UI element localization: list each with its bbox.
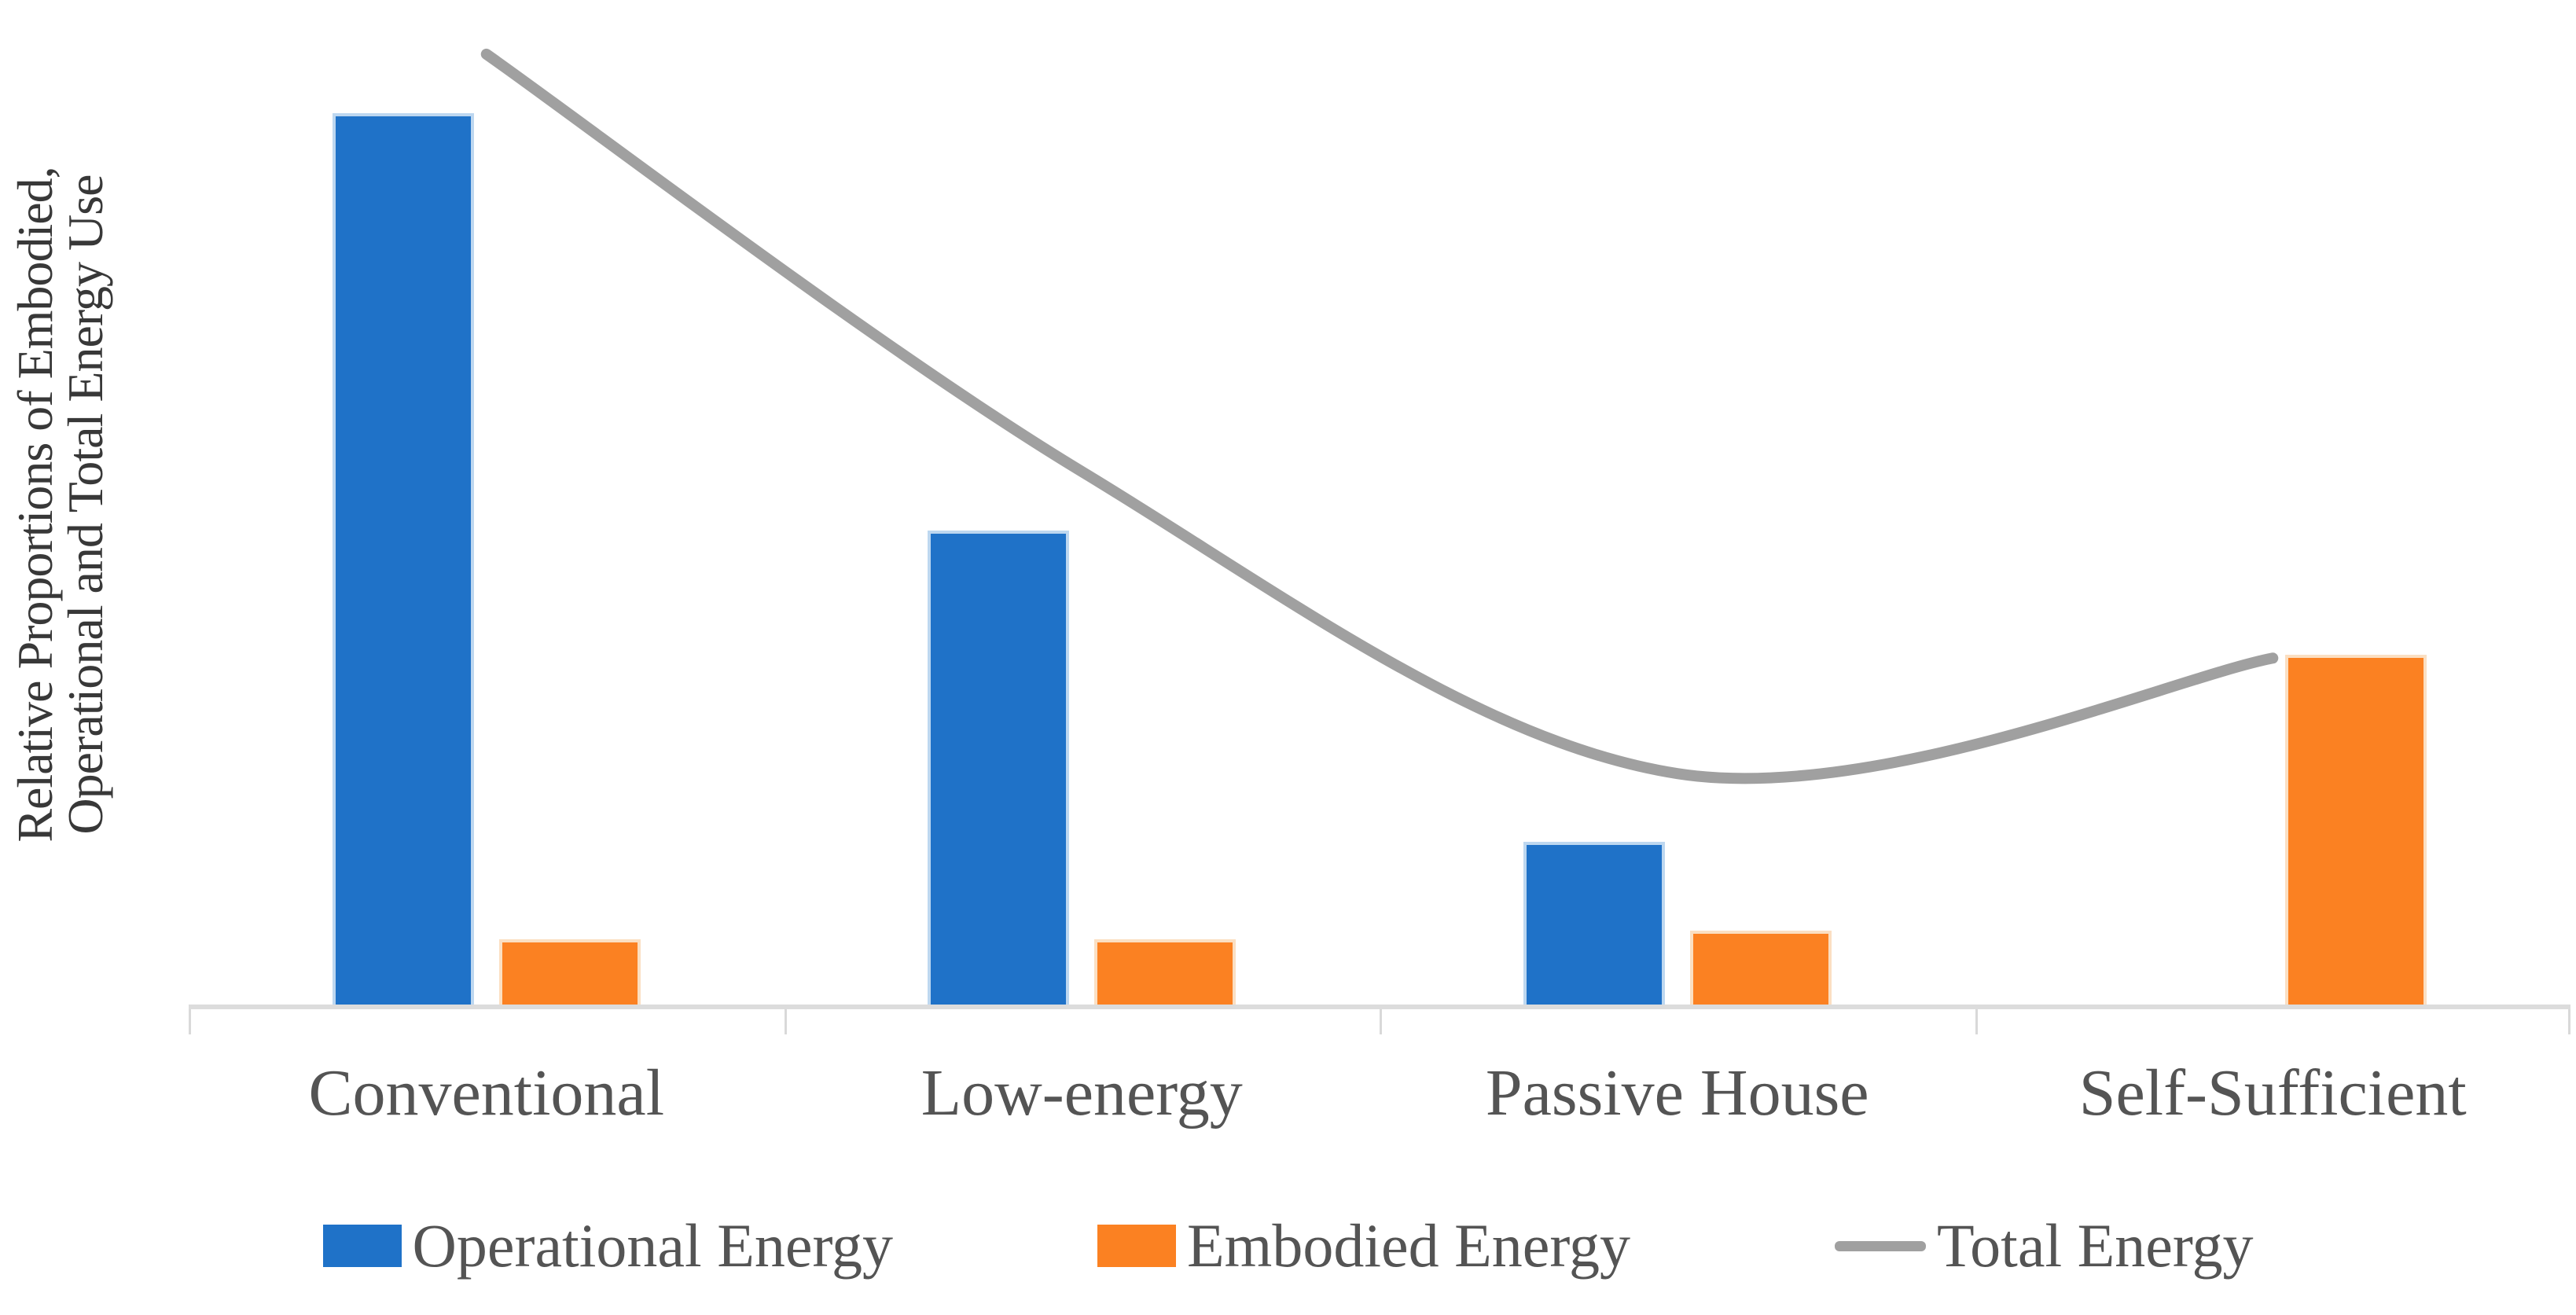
axis-tick-2	[1380, 1009, 1382, 1034]
bar-groups	[189, 0, 2571, 1008]
axis-tick-4	[2568, 1009, 2570, 1034]
operational-bar-3	[1523, 842, 1665, 1008]
legend-label-operational: Operational Energy	[412, 1211, 894, 1280]
y-axis-label-line2: Operational and Total Energy Use	[57, 174, 113, 835]
axis-tick-3	[1975, 1009, 1978, 1034]
total-energy-line-swatch	[1834, 1240, 1926, 1251]
axis-tick-0	[189, 1009, 191, 1034]
x-label-self-sufficient: Self-Sufficient	[2078, 1056, 2467, 1130]
operational-bar-2	[928, 531, 1070, 1008]
embodied-energy-swatch	[1097, 1225, 1177, 1267]
axis-tick-1	[785, 1009, 787, 1034]
bar-group-passive-house	[1380, 0, 1975, 1008]
plot-area	[189, 0, 2571, 1034]
x-axis-labels: Conventional Low-energy Passive House Se…	[189, 1057, 2570, 1130]
operational-energy-swatch	[322, 1225, 402, 1267]
legend-item-embodied: Embodied Energy	[1097, 1212, 1630, 1280]
embodied-bar-4	[2285, 655, 2427, 1008]
legend-label-total: Total Energy	[1936, 1211, 2254, 1280]
total-energy-path	[480, 48, 2279, 784]
x-label-low-energy: Low-energy	[921, 1056, 1243, 1130]
legend-label-embodied: Embodied Energy	[1187, 1211, 1630, 1280]
legend-item-operational: Operational Energy	[322, 1211, 894, 1280]
bar-group-conventional	[189, 0, 785, 1008]
bar-group-low-energy	[785, 0, 1380, 1008]
embodied-bar-2	[1094, 939, 1237, 1008]
y-axis-label-line1: Relative Proportions of Embodied,	[7, 167, 63, 843]
x-axis-line	[189, 1005, 2570, 1009]
embodied-bar-1	[498, 939, 641, 1008]
legend: Operational Energy Embodied Energy Total…	[0, 1179, 2576, 1313]
y-axis-label: Relative Proportions of Embodied, Operat…	[6, 0, 115, 1009]
x-label-passive-house: Passive House	[1485, 1056, 1869, 1130]
embodied-bar-3	[1689, 931, 1832, 1008]
bar-group-self-sufficient	[1975, 0, 2571, 1008]
operational-bar-1	[332, 113, 474, 1008]
legend-item-total: Total Energy	[1834, 1211, 2254, 1280]
total-energy-line	[480, 48, 2279, 784]
x-label-conventional: Conventional	[308, 1056, 665, 1130]
